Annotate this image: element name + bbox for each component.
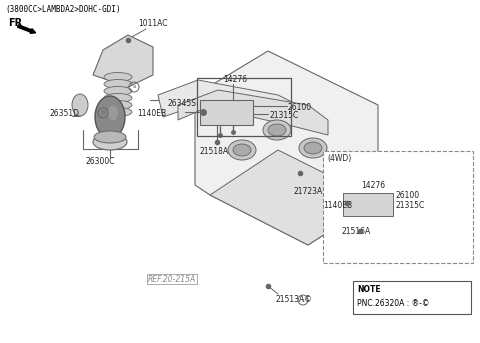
Polygon shape <box>210 150 378 245</box>
Text: 21315C: 21315C <box>395 201 424 211</box>
Ellipse shape <box>334 157 362 177</box>
Ellipse shape <box>304 142 322 154</box>
Bar <box>323 151 473 263</box>
Ellipse shape <box>108 106 118 120</box>
Text: 21513A©: 21513A© <box>276 296 313 305</box>
Polygon shape <box>200 100 253 125</box>
Ellipse shape <box>104 107 132 117</box>
Ellipse shape <box>104 72 132 82</box>
Text: c: c <box>301 297 304 303</box>
Text: 21516A: 21516A <box>341 226 370 236</box>
Polygon shape <box>158 80 328 125</box>
Ellipse shape <box>104 80 132 88</box>
Text: 21723A: 21723A <box>293 188 322 197</box>
Text: (4WD): (4WD) <box>327 154 351 163</box>
Ellipse shape <box>95 96 125 138</box>
Ellipse shape <box>263 120 291 140</box>
Ellipse shape <box>268 124 286 136</box>
Text: NOTE: NOTE <box>357 285 381 294</box>
Ellipse shape <box>104 100 132 109</box>
Text: PNC.26320A : ®-©: PNC.26320A : ®-© <box>357 299 430 308</box>
Text: 14276: 14276 <box>361 181 385 190</box>
Ellipse shape <box>104 94 132 103</box>
Bar <box>353 281 471 314</box>
Text: REF.20-215A: REF.20-215A <box>148 274 196 284</box>
Ellipse shape <box>233 144 251 156</box>
Polygon shape <box>178 90 328 135</box>
Text: 14276: 14276 <box>223 74 247 83</box>
Ellipse shape <box>339 161 357 173</box>
Ellipse shape <box>104 86 132 95</box>
Polygon shape <box>195 51 378 245</box>
Text: 26100: 26100 <box>395 191 419 201</box>
Text: FR: FR <box>8 18 22 28</box>
FancyArrow shape <box>18 25 36 33</box>
Text: 21315C: 21315C <box>269 111 298 120</box>
Text: a: a <box>132 84 136 90</box>
Text: (3800CC>LAMBDA2>DOHC-GDI): (3800CC>LAMBDA2>DOHC-GDI) <box>5 5 120 14</box>
Ellipse shape <box>72 94 88 116</box>
Text: b: b <box>101 110 105 116</box>
Ellipse shape <box>228 140 256 160</box>
Ellipse shape <box>94 131 126 143</box>
Text: 26100: 26100 <box>288 104 312 113</box>
Text: 1140EB: 1140EB <box>323 201 352 211</box>
Text: 26351D: 26351D <box>50 108 80 118</box>
Ellipse shape <box>93 134 127 150</box>
Text: 21518A: 21518A <box>199 146 228 155</box>
Polygon shape <box>93 35 153 87</box>
Text: 26345S: 26345S <box>167 98 196 107</box>
Text: 26300C: 26300C <box>86 157 116 166</box>
Bar <box>197 78 291 136</box>
Polygon shape <box>343 193 393 216</box>
Text: 1140EB: 1140EB <box>137 109 166 118</box>
Text: 1011AC: 1011AC <box>138 19 168 27</box>
Ellipse shape <box>299 138 327 158</box>
